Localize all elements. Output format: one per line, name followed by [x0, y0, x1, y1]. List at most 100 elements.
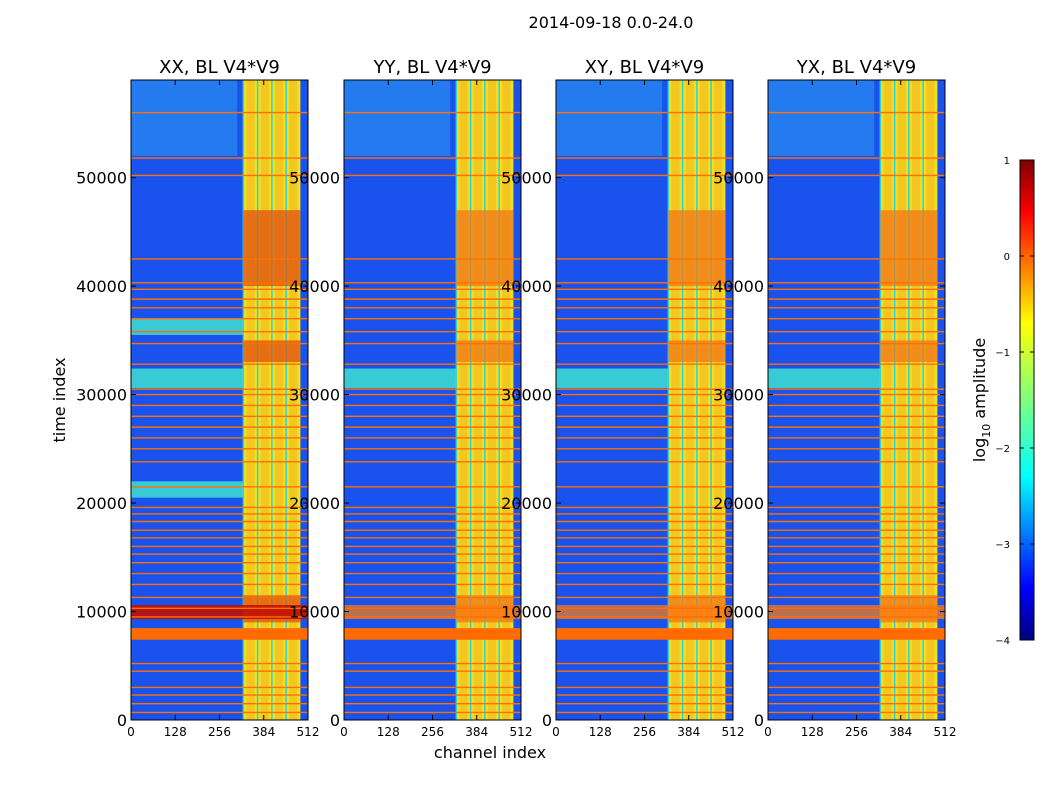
x-tick-label: 384 [889, 725, 912, 739]
heatmap-band-column [487, 80, 497, 720]
heatmap-band-column [883, 80, 892, 720]
x-tick-label: 384 [465, 725, 488, 739]
colorbar-tick-label: 0 [1004, 252, 1010, 263]
y-tick-label: 0 [330, 711, 340, 730]
x-axis-label: channel index [434, 743, 546, 762]
x-tick-label: 384 [677, 725, 700, 739]
heatmap-band-column [685, 80, 694, 720]
colorbar-label: log10 amplitude [970, 338, 993, 462]
heatmap-band-column [274, 80, 284, 720]
y-tick-label: 50000 [289, 169, 340, 188]
y-tick-label: 40000 [289, 277, 340, 296]
panel-4: YX, BL V4*V9 0 128 256 384 512 0 10000 20000 3000… [713, 57, 956, 739]
y-tick-label: 0 [117, 711, 127, 730]
heatmap-band-column [459, 80, 468, 720]
x-tick-label: 256 [208, 725, 231, 739]
x-tick-label: 384 [252, 725, 275, 739]
x-tick-label: 128 [801, 725, 824, 739]
heatmap-hot-region [243, 340, 301, 363]
panel-title: YX, BL V4*V9 [796, 57, 916, 78]
x-tick-label: 0 [764, 725, 772, 739]
y-tick-label: 10000 [501, 603, 552, 622]
colorbar-tick-label: −2 [995, 444, 1010, 455]
heatmap-hot-region [456, 210, 514, 287]
colorbar: 1 0 −1 −2 −3 −4 log10 amplitude [970, 156, 1035, 647]
y-tick-label: 30000 [76, 386, 127, 405]
colorbar-tick-label: −1 [995, 348, 1010, 359]
y-axis-label: time index [50, 357, 69, 442]
heatmap-region [344, 80, 451, 156]
heatmap-hot-region [880, 210, 938, 287]
heatmap-hot-region [668, 340, 726, 363]
y-tick-label: 50000 [76, 169, 127, 188]
colorbar-tick-label: −3 [995, 540, 1010, 551]
heatmap-band-column [911, 80, 921, 720]
panel-title: XX, BL V4*V9 [159, 57, 280, 78]
y-tick-label: 20000 [289, 494, 340, 513]
heatmap-band-column [699, 80, 709, 720]
y-tick-label: 10000 [713, 603, 764, 622]
x-tick-label: 256 [845, 725, 868, 739]
y-tick-label: 10000 [289, 603, 340, 622]
heatmap-band-column [289, 80, 298, 720]
x-tick-label: 0 [552, 725, 560, 739]
y-tick-label: 50000 [713, 169, 764, 188]
heatmap-patch [131, 368, 244, 389]
panel-3: XY, BL V4*V9 0 128 256 384 512 0 10000 20000 3000… [501, 57, 744, 739]
y-tick-label: 40000 [713, 277, 764, 296]
x-tick-label: 128 [377, 725, 400, 739]
x-tick-label: 0 [340, 725, 348, 739]
panel-title: YY, BL V4*V9 [372, 57, 491, 78]
figure-suptitle: 2014-09-18 0.0-24.0 [529, 13, 694, 32]
y-tick-label: 0 [754, 711, 764, 730]
colorbar-scale [1019, 159, 1035, 641]
y-tick-label: 40000 [501, 277, 552, 296]
flag-block [556, 628, 733, 640]
heatmap-band-column [926, 80, 935, 720]
colorbar-tick-label: −4 [995, 636, 1010, 647]
heatmap-band-column [246, 80, 255, 720]
heatmap-region [556, 80, 663, 156]
y-tick-label: 40000 [76, 277, 127, 296]
y-tick-label: 20000 [76, 494, 127, 513]
heatmap-hot-region [243, 210, 301, 287]
x-tick-label: 0 [127, 725, 135, 739]
heatmap-patch [131, 318, 244, 335]
heatmap-hot-region [668, 210, 726, 287]
x-tick-label: 512 [297, 725, 320, 739]
x-tick-label: 128 [164, 725, 187, 739]
y-tick-label: 20000 [713, 494, 764, 513]
y-tick-label: 30000 [501, 386, 552, 405]
y-tick-label: 10000 [76, 603, 127, 622]
heatmap-patch [556, 368, 669, 389]
heatmap-band-column [671, 80, 680, 720]
panel-2: YY, BL V4*V9 0 128 256 384 512 0 10000 20000 3000… [289, 57, 532, 739]
heatmap-band-column [502, 80, 511, 720]
y-tick-label: 30000 [713, 386, 764, 405]
heatmap-band-column [897, 80, 906, 720]
y-tick-label: 20000 [501, 494, 552, 513]
heatmap-region [131, 80, 238, 156]
x-tick-label: 512 [510, 725, 533, 739]
y-tick-label: 50000 [501, 169, 552, 188]
heatmap-patch [768, 368, 881, 389]
flag-block [344, 628, 521, 640]
flag-block [131, 628, 308, 640]
heatmap-band-column [473, 80, 482, 720]
x-tick-label: 128 [589, 725, 612, 739]
heatmap-hot-region [880, 340, 938, 363]
heatmap-band-column [260, 80, 269, 720]
panel-title: XY, BL V4*V9 [585, 57, 704, 78]
heatmap-patch [131, 481, 244, 498]
x-tick-label: 256 [633, 725, 656, 739]
x-tick-label: 512 [934, 725, 957, 739]
flag-block [768, 628, 945, 640]
heatmap-patch [344, 368, 457, 389]
y-tick-label: 0 [542, 711, 552, 730]
x-tick-label: 512 [722, 725, 745, 739]
colorbar-tick-label: 1 [1004, 156, 1010, 167]
heatmap-hot-region [456, 340, 514, 363]
panels: XX, BL V4*V9 0 128 256 384 512 0 10000 20000 3000… [76, 57, 956, 739]
heatmap-band-column [714, 80, 723, 720]
